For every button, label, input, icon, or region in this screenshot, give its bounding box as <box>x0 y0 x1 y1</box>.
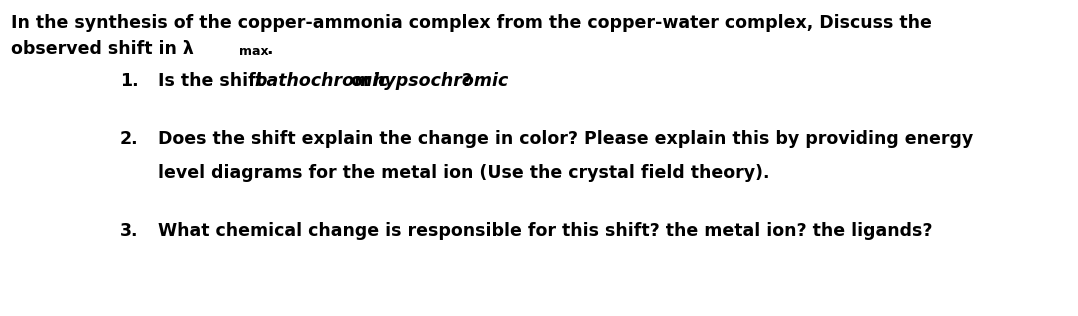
Text: 1.: 1. <box>120 72 139 90</box>
Text: hypsochromic: hypsochromic <box>372 72 508 90</box>
Text: 3.: 3. <box>120 222 138 240</box>
Text: bathochromic: bathochromic <box>254 72 388 90</box>
Text: Is the shift: Is the shift <box>158 72 270 90</box>
Text: In the synthesis of the copper-ammonia complex from the copper-water complex, Di: In the synthesis of the copper-ammonia c… <box>11 14 931 32</box>
Text: or: or <box>345 72 377 90</box>
Text: 2.: 2. <box>120 130 139 148</box>
Text: Does the shift explain the change in color? Please explain this by providing ene: Does the shift explain the change in col… <box>158 130 973 148</box>
Text: max: max <box>239 45 268 58</box>
Text: level diagrams for the metal ion (Use the crystal field theory).: level diagrams for the metal ion (Use th… <box>158 164 770 182</box>
Text: What chemical change is responsible for this shift? the metal ion? the ligands?: What chemical change is responsible for … <box>158 222 932 240</box>
Text: observed shift in λ: observed shift in λ <box>11 40 194 58</box>
Text: .: . <box>266 40 273 58</box>
Text: ?: ? <box>462 72 472 90</box>
